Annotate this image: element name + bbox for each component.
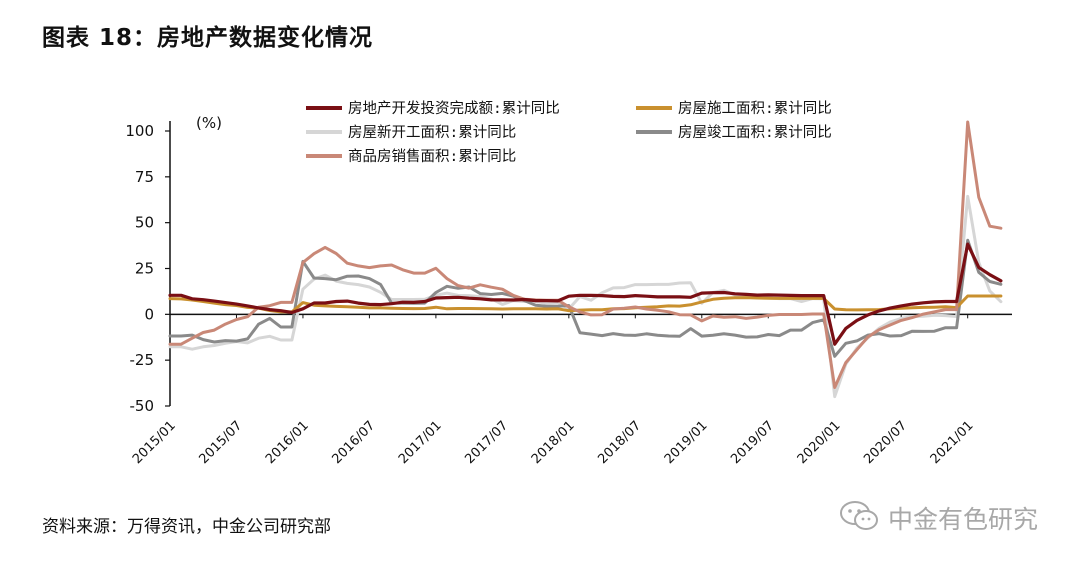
plot-area bbox=[168, 120, 1003, 399]
x-tick-label: 2020/01 bbox=[795, 418, 844, 467]
page-title: 图表 18：房地产数据变化情况 bbox=[42, 25, 374, 51]
x-tick-label: 2018/07 bbox=[595, 418, 644, 467]
x-tick-label: 2016/07 bbox=[329, 418, 378, 467]
y-tick-label: 75 bbox=[135, 168, 154, 186]
legend-label: 商品房销售面积:累计同比 bbox=[348, 148, 516, 165]
x-tick-label: 2019/01 bbox=[662, 418, 711, 467]
x-tick-label: 2021/01 bbox=[928, 418, 977, 467]
x-tick-label: 2015/01 bbox=[130, 418, 179, 467]
series-line-4 bbox=[168, 238, 1003, 358]
watermark-text: 中金有色研究 bbox=[888, 505, 1039, 534]
chart-axes: 100 75 50 25 0 -25 -50 (%) bbox=[125, 114, 1012, 415]
series-line-5 bbox=[168, 120, 1003, 389]
watermark: 中金有色研究 bbox=[838, 496, 1058, 536]
legend-label: 房屋竣工面积:累计同比 bbox=[678, 124, 832, 141]
y-tick-label: 50 bbox=[135, 214, 154, 232]
x-axis-ticks: 2015/01 2015/07 2016/01 2016/07 2017/01 2017/… bbox=[130, 314, 977, 467]
x-tick-label: 2017/07 bbox=[462, 418, 511, 467]
y-tick-label: 100 bbox=[125, 122, 154, 140]
y-tick-label: 0 bbox=[144, 305, 154, 323]
series-line-1 bbox=[168, 242, 1003, 346]
wechat-icon bbox=[840, 501, 878, 530]
y-tick-label: -25 bbox=[130, 351, 155, 369]
legend-label: 房屋新开工面积:累计同比 bbox=[348, 124, 516, 141]
x-tick-label: 2020/07 bbox=[861, 418, 910, 467]
x-tick-label: 2018/01 bbox=[529, 418, 578, 467]
y-axis-unit: (%) bbox=[196, 114, 222, 132]
source-note: 资料来源：万得资讯，中金公司研究部 bbox=[42, 517, 331, 537]
series-line-2 bbox=[168, 294, 1003, 314]
y-tick-label: 25 bbox=[135, 260, 154, 278]
legend-label: 房屋施工面积:累计同比 bbox=[678, 100, 832, 117]
x-tick-label: 2017/01 bbox=[396, 418, 445, 467]
x-tick-label: 2019/07 bbox=[728, 418, 777, 467]
legend-label: 房地产开发投资完成额:累计同比 bbox=[348, 100, 560, 117]
x-tick-label: 2016/01 bbox=[263, 418, 312, 467]
y-tick-label: -50 bbox=[130, 397, 155, 415]
x-tick-label: 2015/07 bbox=[197, 418, 246, 467]
